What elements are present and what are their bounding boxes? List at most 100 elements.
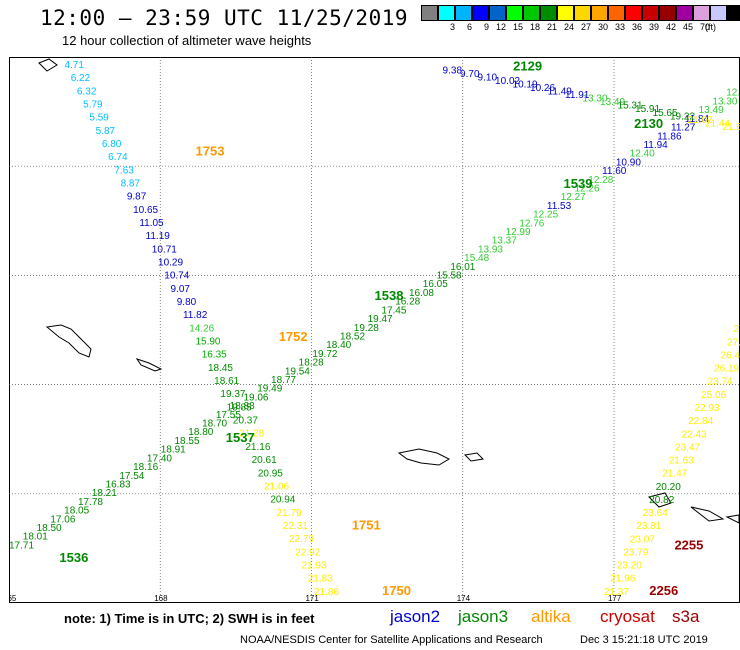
swh-value-altika: 15.90	[195, 337, 220, 348]
scale-label: 27	[580, 22, 591, 32]
scale-label: 3	[449, 22, 455, 32]
swh-value-jason3: 13.37	[492, 236, 517, 247]
pass-time-label: 2130	[634, 116, 663, 131]
swh-value-jason2: 13.30	[583, 94, 608, 105]
scale-swatch	[489, 5, 506, 21]
swh-value-altika: 9.80	[177, 297, 197, 308]
legend-s3a: s3a	[672, 607, 700, 626]
swh-value-jason3: 18.05	[64, 506, 89, 517]
swh-value-altika: 10.74	[164, 271, 189, 282]
swh-value-jason3: 11.86	[657, 131, 682, 142]
swh-value-jason3: 12.26	[574, 183, 599, 194]
swh-value-altika: 5.79	[83, 99, 103, 110]
swh-value-altika: 10.65	[133, 205, 158, 216]
scale-swatch	[421, 5, 438, 21]
swh-value-jason3: 18.28	[299, 358, 324, 369]
scale-label: 33	[614, 22, 625, 32]
swh-value-altika: 6.22	[71, 73, 91, 84]
swh-value-jason3: 18.40	[326, 340, 351, 351]
legend-altika: altika	[531, 607, 571, 626]
swh-value-jason3: 18.70	[202, 419, 227, 430]
y-tick-label: 58	[9, 162, 10, 171]
swh-value-jason3: 12.27	[561, 192, 586, 203]
pass-time-label: 2129	[513, 59, 542, 74]
swh-value-jason2: 21.60	[723, 122, 740, 133]
swh-value-jason3: 19.28	[354, 323, 379, 334]
swh-value-jason3: 19.06	[243, 392, 268, 403]
swh-value-cryosat: 21.63	[669, 456, 694, 467]
y-tick-label: 56	[9, 271, 10, 280]
swh-value-jason3: 18.55	[175, 436, 200, 447]
island-outline	[397, 448, 451, 466]
swh-value-jason3: 13.49	[699, 105, 724, 116]
swh-value-jason3: 12.40	[630, 149, 655, 160]
swh-value-altika: 22.31	[283, 521, 308, 532]
swh-value-jason3: 10.90	[616, 157, 641, 168]
swh-value-cryosat: 27.4	[734, 324, 740, 335]
swh-value-jason2: 9.38	[443, 65, 463, 76]
swh-value-jason3: 17.71	[9, 540, 34, 551]
swh-value-jason3: 11.53	[547, 201, 572, 212]
swh-value-altika: 20.37	[233, 416, 258, 427]
swh-value-jason2: 15.65	[653, 108, 678, 119]
pass-time-label: 1750	[382, 583, 411, 598]
scale-swatch	[540, 5, 557, 21]
generated-timestamp: Dec 3 15:21:18 UTC 2019	[580, 634, 708, 646]
swh-value-jason3: 18.52	[340, 331, 365, 342]
swh-value-altika: 22.79	[289, 534, 314, 545]
swh-value-jason3: 18.80	[188, 427, 213, 438]
swh-value-altika: 11.19	[146, 231, 171, 242]
swh-value-jason3: 19.49	[257, 384, 282, 395]
scale-label: 36	[631, 22, 642, 32]
swh-value-jason2: 9.70	[460, 69, 480, 80]
swh-value-cryosat: 23.74	[708, 377, 733, 388]
scale-unit: (ft)	[705, 22, 716, 32]
swh-value-jason2: 10.26	[530, 83, 555, 94]
scale-label: 6	[466, 22, 472, 32]
credit-text: NOAA/NESDIS Center for Satellite Applica…	[240, 634, 543, 646]
swh-value-altika: 8.87	[121, 178, 141, 189]
swh-value-jason3: 11.27	[671, 123, 696, 134]
island-outline	[690, 506, 725, 522]
swh-value-cryosat: 20.82	[649, 495, 674, 506]
swh-value-jason3: 18.88	[230, 401, 255, 412]
swh-value-altika: 21.86	[314, 587, 339, 598]
swh-value-jason3: 18.50	[37, 523, 62, 534]
scale-swatch	[625, 5, 642, 21]
swh-value-jason2: 21.02	[688, 115, 713, 126]
swh-value-altika: 16.35	[202, 350, 227, 361]
swh-value-altika: 14.26	[189, 323, 214, 334]
swh-value-jason2: 19.22	[670, 111, 695, 122]
swh-value-jason3: 19.72	[312, 349, 337, 360]
swh-value-jason3: 17.45	[381, 305, 406, 316]
swh-value-jason3: 15.58	[437, 271, 462, 282]
swh-value-jason3: 12.25	[533, 210, 558, 221]
scale-label: 18	[529, 22, 540, 32]
scale-label: 12	[495, 22, 506, 32]
page-subtitle: 12 hour collection of altimeter wave hei…	[62, 33, 312, 48]
scale-swatch	[710, 5, 727, 21]
swh-value-jason3: 16.08	[409, 288, 434, 299]
swh-value-cryosat: 22.43	[682, 429, 707, 440]
swh-value-jason3: 16.83	[106, 479, 131, 490]
swh-value-jason2: 15.31	[618, 101, 643, 112]
swh-value-jason3: 13.93	[478, 244, 503, 255]
scale-label: 45	[682, 22, 693, 32]
scale-label: 24	[563, 22, 574, 32]
scale-label: 42	[665, 22, 676, 32]
swh-value-jason2: 9.10	[478, 72, 498, 83]
swh-value-cryosat: 22.93	[695, 403, 720, 414]
swh-value-cryosat: 25.06	[701, 390, 726, 401]
footer-note: note: 1) Time is in UTC; 2) SWH is in fe…	[64, 611, 315, 626]
island-outline	[45, 324, 92, 358]
swh-value-altika: 22.92	[295, 547, 320, 558]
scale-swatch	[523, 5, 540, 21]
swh-value-altika: 10.29	[158, 258, 183, 269]
swh-value-altika: 9.07	[171, 284, 191, 295]
scale-swatch	[693, 5, 710, 21]
swh-value-altika: 21.79	[277, 508, 302, 519]
pass-time-label: 1753	[196, 143, 225, 158]
color-scale-labels: 3 6 9 12 15 18 21 24 27 30 33 36 39 42 45 70	[421, 22, 710, 32]
swh-value-jason3: 12.28	[588, 175, 613, 186]
scale-swatch	[727, 5, 740, 21]
